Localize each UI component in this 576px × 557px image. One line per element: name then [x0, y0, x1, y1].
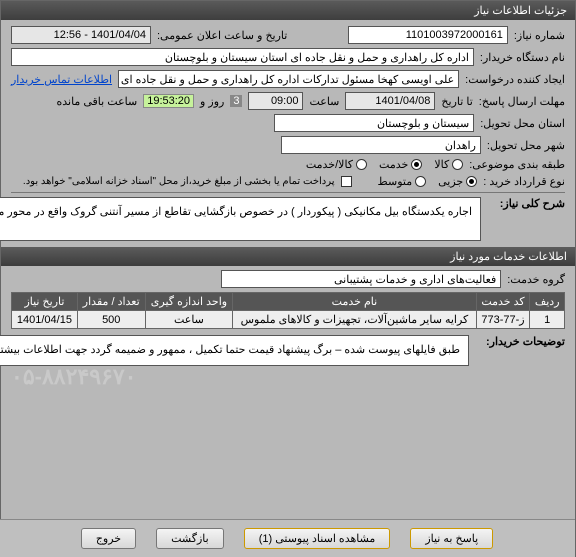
city-label: شهر محل تحویل:: [487, 139, 565, 152]
radio-partial-label: جزیی: [438, 175, 463, 188]
announce-date-label: تاریخ و ساعت اعلان عمومی:: [157, 29, 287, 42]
table-cell: 1: [530, 311, 565, 329]
buytype-label: نوع قرارداد خرید :: [483, 175, 565, 188]
table-row: 1ز-77-773کرایه سایر ماشین‌آلات، تجهیزات …: [12, 311, 565, 329]
treasury-checkbox[interactable]: [341, 176, 352, 187]
table-cell: 1401/04/15: [12, 311, 78, 329]
window-titlebar: جزئیات اطلاعات نیاز: [1, 1, 575, 20]
services-section-header: اطلاعات خدمات مورد نیاز: [1, 247, 575, 266]
treasury-label: پرداخت تمام یا بخشی از مبلغ خرید،از محل …: [23, 176, 335, 187]
table-header: نام خدمت: [233, 293, 476, 311]
city-field: راهدان: [281, 136, 481, 154]
phone-watermark: ۰۵-۸۸۲۴۹۶۷۰: [11, 364, 565, 390]
table-cell: ز-77-773: [476, 311, 530, 329]
buyer-name-label: نام دستگاه خریدار:: [480, 51, 565, 64]
svc-group-label: گروه خدمت:: [507, 273, 565, 286]
table-header: تاریخ نیاز: [12, 293, 78, 311]
time-left-field: 19:53:20: [143, 94, 194, 108]
radio-medium-label: متوسط: [378, 175, 413, 188]
radio-goods[interactable]: کالا: [434, 158, 463, 171]
province-label: استان محل تحویل:: [480, 117, 565, 130]
table-header: واحد اندازه گیری: [145, 293, 233, 311]
table-cell: ساعت: [145, 311, 233, 329]
need-desc-label: شرح کلی نیاز:: [487, 197, 565, 210]
radio-medium-indicator: [415, 176, 426, 187]
requester-label: ایجاد کننده درخواست:: [465, 73, 565, 86]
deadline-time-field: 09:00: [248, 92, 303, 110]
exit-button[interactable]: خروج: [81, 528, 136, 549]
deadline-label: مهلت ارسال پاسخ:: [479, 95, 565, 108]
table-cell: کرایه سایر ماشین‌آلات، تجهیزات و کالاهای…: [233, 311, 476, 329]
services-table: ردیفکد خدمتنام خدمتواحد اندازه گیریتعداد…: [11, 292, 565, 329]
requester-field: علی اویسی کهخا مسئول تدارکات اداره کل را…: [118, 70, 459, 88]
radio-goods-label: کالا: [434, 158, 449, 171]
radio-partial-indicator: [466, 176, 477, 187]
radio-service-label: خدمت: [379, 158, 408, 171]
buyer-name-field: اداره کل راهداری و حمل و نقل جاده ای است…: [11, 48, 474, 66]
hour-label: ساعت: [309, 95, 339, 108]
radio-both-indicator: [356, 159, 367, 170]
remain-label: ساعت باقی مانده: [56, 95, 137, 108]
radio-medium[interactable]: متوسط: [378, 175, 427, 188]
need-number-field: 1101003972000161: [348, 26, 508, 44]
table-header: ردیف: [530, 293, 565, 311]
day-label: روز و: [200, 95, 224, 108]
need-number-label: شماره نیاز:: [514, 29, 565, 42]
table-header: تعداد / مقدار: [77, 293, 145, 311]
radio-both[interactable]: کالا/خدمت: [306, 158, 367, 171]
need-desc-box: اجاره یکدستگاه بیل مکانیکی ( پیکوردار ) …: [0, 197, 481, 241]
category-label: طبقه بندی موضوعی:: [469, 158, 565, 171]
buyer-notes-box: طبق فایلهای پیوست شده – برگ پیشنهاد قیمت…: [0, 335, 469, 366]
province-field: سیستان و بلوچستان: [274, 114, 474, 132]
days-left-field: 3: [230, 95, 242, 107]
radio-service-indicator: [411, 159, 422, 170]
deadline-date-field: 1401/04/08: [345, 92, 435, 110]
until-label: تا تاریخ: [441, 95, 472, 108]
respond-button[interactable]: پاسخ به نیاز: [410, 528, 493, 549]
buyer-notes-label: توضیحات خریدار:: [475, 335, 565, 348]
radio-goods-indicator: [452, 159, 463, 170]
radio-service[interactable]: خدمت: [379, 158, 422, 171]
radio-partial[interactable]: جزیی: [438, 175, 477, 188]
table-cell: 500: [77, 311, 145, 329]
announce-date-field: 1401/04/04 - 12:56: [11, 26, 151, 44]
radio-both-label: کالا/خدمت: [306, 158, 353, 171]
table-header: کد خدمت: [476, 293, 530, 311]
attachments-button[interactable]: مشاهده اسناد پیوستی (1): [244, 528, 391, 549]
back-button[interactable]: بازگشت: [156, 528, 224, 549]
svc-group-field: فعالیت‌های اداری و خدمات پشتیبانی: [221, 270, 501, 288]
buyer-contact-link[interactable]: اطلاعات تماس خریدار: [11, 73, 112, 86]
